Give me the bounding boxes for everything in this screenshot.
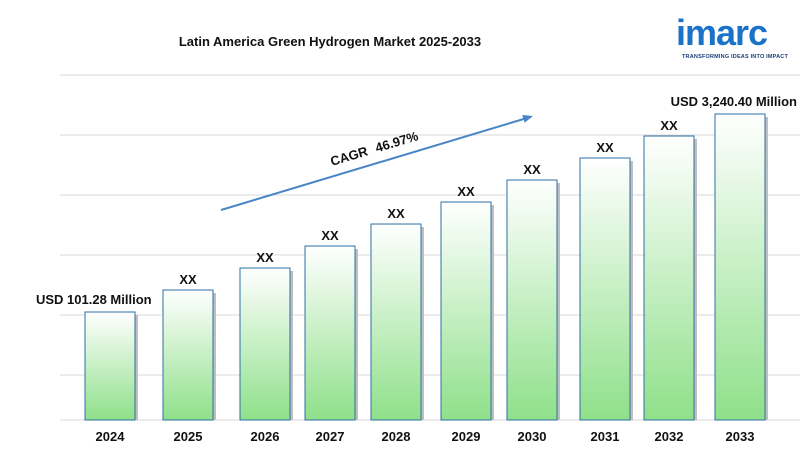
bar-2029 bbox=[440, 201, 492, 421]
cagr-prefix: CAGR bbox=[329, 143, 371, 169]
cagr-label: CAGR 46.97% bbox=[329, 128, 421, 169]
bar-2033 bbox=[714, 113, 766, 421]
bar-2027 bbox=[304, 245, 356, 421]
bar-2032 bbox=[643, 135, 695, 421]
bars bbox=[84, 113, 768, 421]
x-tick-labels: 2024 2025 2026 2027 2028 2029 2030 2031 2032 2033 bbox=[96, 429, 755, 444]
value-label-2024: USD 101.28 Million bbox=[36, 292, 152, 307]
bar-2031 bbox=[579, 157, 631, 421]
x-tick-2030: 2030 bbox=[518, 429, 547, 444]
bar-2024 bbox=[84, 311, 136, 421]
value-label-2028: XX bbox=[387, 206, 405, 221]
imarc-logo: imarc TRANSFORMING IDEAS INTO IMPACT bbox=[672, 14, 792, 62]
value-label-2026: XX bbox=[256, 250, 274, 265]
x-tick-2028: 2028 bbox=[382, 429, 411, 444]
bar-2028 bbox=[370, 223, 422, 421]
value-label-2033: USD 3,240.40 Million bbox=[671, 94, 797, 109]
bar-2026 bbox=[239, 267, 291, 421]
value-label-2032: XX bbox=[660, 118, 678, 133]
cagr-arrow bbox=[220, 117, 528, 211]
cagr-annotation: CAGR 46.97% bbox=[220, 115, 533, 211]
value-label-2027: XX bbox=[321, 228, 339, 243]
value-label-2029: XX bbox=[457, 184, 475, 199]
x-tick-2029: 2029 bbox=[452, 429, 481, 444]
x-tick-2031: 2031 bbox=[591, 429, 620, 444]
value-label-2031: XX bbox=[596, 140, 614, 155]
value-label-2030: XX bbox=[523, 162, 541, 177]
bar-2025 bbox=[162, 289, 214, 421]
x-tick-2032: 2032 bbox=[655, 429, 684, 444]
x-tick-2027: 2027 bbox=[316, 429, 345, 444]
x-tick-2026: 2026 bbox=[251, 429, 280, 444]
chart-title: Latin America Green Hydrogen Market 2025… bbox=[178, 34, 482, 49]
x-tick-2025: 2025 bbox=[174, 429, 203, 444]
x-tick-2033: 2033 bbox=[726, 429, 755, 444]
bar-2030 bbox=[506, 179, 558, 421]
value-label-2025: XX bbox=[179, 272, 197, 287]
logo-wordmark: imarc bbox=[676, 12, 768, 53]
cagr-arrow-head bbox=[522, 115, 533, 123]
logo-tagline: TRANSFORMING IDEAS INTO IMPACT bbox=[682, 54, 789, 60]
x-tick-2024: 2024 bbox=[96, 429, 126, 444]
value-labels: USD 101.28 Million XX XX XX XX XX XX XX XX USD 3,… bbox=[36, 94, 797, 307]
